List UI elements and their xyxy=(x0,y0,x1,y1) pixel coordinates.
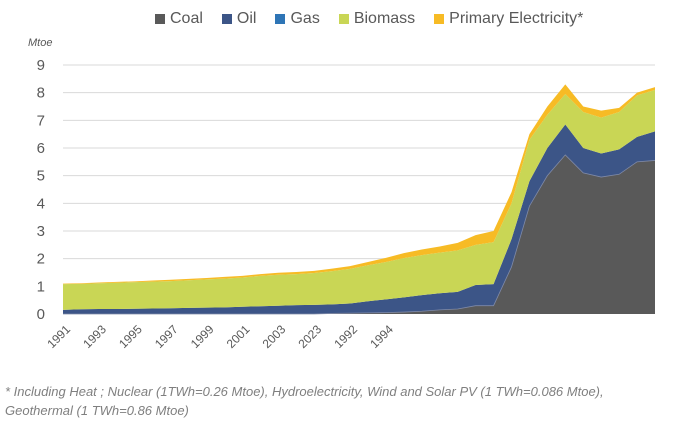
y-tick-label: 7 xyxy=(37,112,45,129)
y-tick-label: 9 xyxy=(37,57,45,74)
footnote-line-1: * Including Heat ; Nuclear (1TWh=0.26 Mt… xyxy=(5,384,604,399)
y-tick-label: 5 xyxy=(37,168,45,185)
x-axis-ticks: 1991 1993 1995 1997 1999 2001 2003 2023 1992 1994 xyxy=(44,322,396,351)
y-tick-label: 6 xyxy=(37,140,45,157)
legend-item-primary-electricity: Primary Electricity* xyxy=(434,10,583,28)
y-tick-label: 0 xyxy=(37,306,45,323)
x-tick-label: 1994 xyxy=(367,322,396,351)
legend-item-gas: Gas xyxy=(275,10,320,28)
legend-label-primary-electricity: Primary Electricity* xyxy=(449,10,584,27)
area-biomass xyxy=(63,89,655,310)
legend-swatch-coal xyxy=(155,14,165,24)
y-tick-label: 1 xyxy=(37,278,45,295)
x-tick-label: 2001 xyxy=(224,322,253,351)
legend-swatch-gas xyxy=(275,14,286,24)
legend-label-coal: Coal xyxy=(170,10,203,27)
footnote: * Including Heat ; Nuclear (1TWh=0.26 Mt… xyxy=(5,382,675,420)
series-areas xyxy=(63,84,656,315)
y-axis-ticks: 0 1 2 3 4 5 6 7 8 9 xyxy=(37,57,45,323)
y-tick-label: 4 xyxy=(37,195,45,212)
x-tick-label: 1992 xyxy=(331,322,360,351)
legend-label-oil: Oil xyxy=(236,10,257,27)
area-coal xyxy=(63,154,655,314)
y-tick-label: 3 xyxy=(37,223,45,240)
legend-swatch-biomass xyxy=(338,14,349,24)
x-tick-label: 2003 xyxy=(260,322,289,351)
legend-item-biomass: Biomass xyxy=(338,10,416,28)
x-tick-label: 1997 xyxy=(152,322,181,351)
x-tick-label: 1993 xyxy=(80,322,109,351)
area-oil xyxy=(63,124,655,314)
legend-label-biomass: Biomass xyxy=(353,10,416,27)
x-tick-label: 1995 xyxy=(116,322,145,351)
x-tick-label: 2023 xyxy=(295,322,324,351)
footnote-line-2: Geothermal (1 TWh=0.86 Mtoe) xyxy=(5,403,189,418)
chart-legend: Coal Oil Gas Biomass Primary Electricity… xyxy=(155,10,602,28)
coal-boundary-line xyxy=(63,154,656,315)
legend-swatch-primary-electricity xyxy=(434,14,445,24)
legend-item-oil: Oil xyxy=(221,10,257,28)
legend-label-gas: Gas xyxy=(290,10,320,27)
y-tick-label: 2 xyxy=(37,251,45,268)
y-tick-label: 8 xyxy=(37,85,45,102)
legend-item-coal: Coal xyxy=(155,10,203,28)
x-tick-label: 1999 xyxy=(188,322,217,351)
stacked-area-chart: 0 1 2 3 4 5 6 7 8 9 1991 1993 1995 1997 1999 2001 2003 2… xyxy=(37,57,656,351)
legend-swatch-oil xyxy=(221,14,232,24)
x-tick-label: 1991 xyxy=(44,322,73,351)
y-axis-unit-label: Mtoe xyxy=(28,37,53,49)
